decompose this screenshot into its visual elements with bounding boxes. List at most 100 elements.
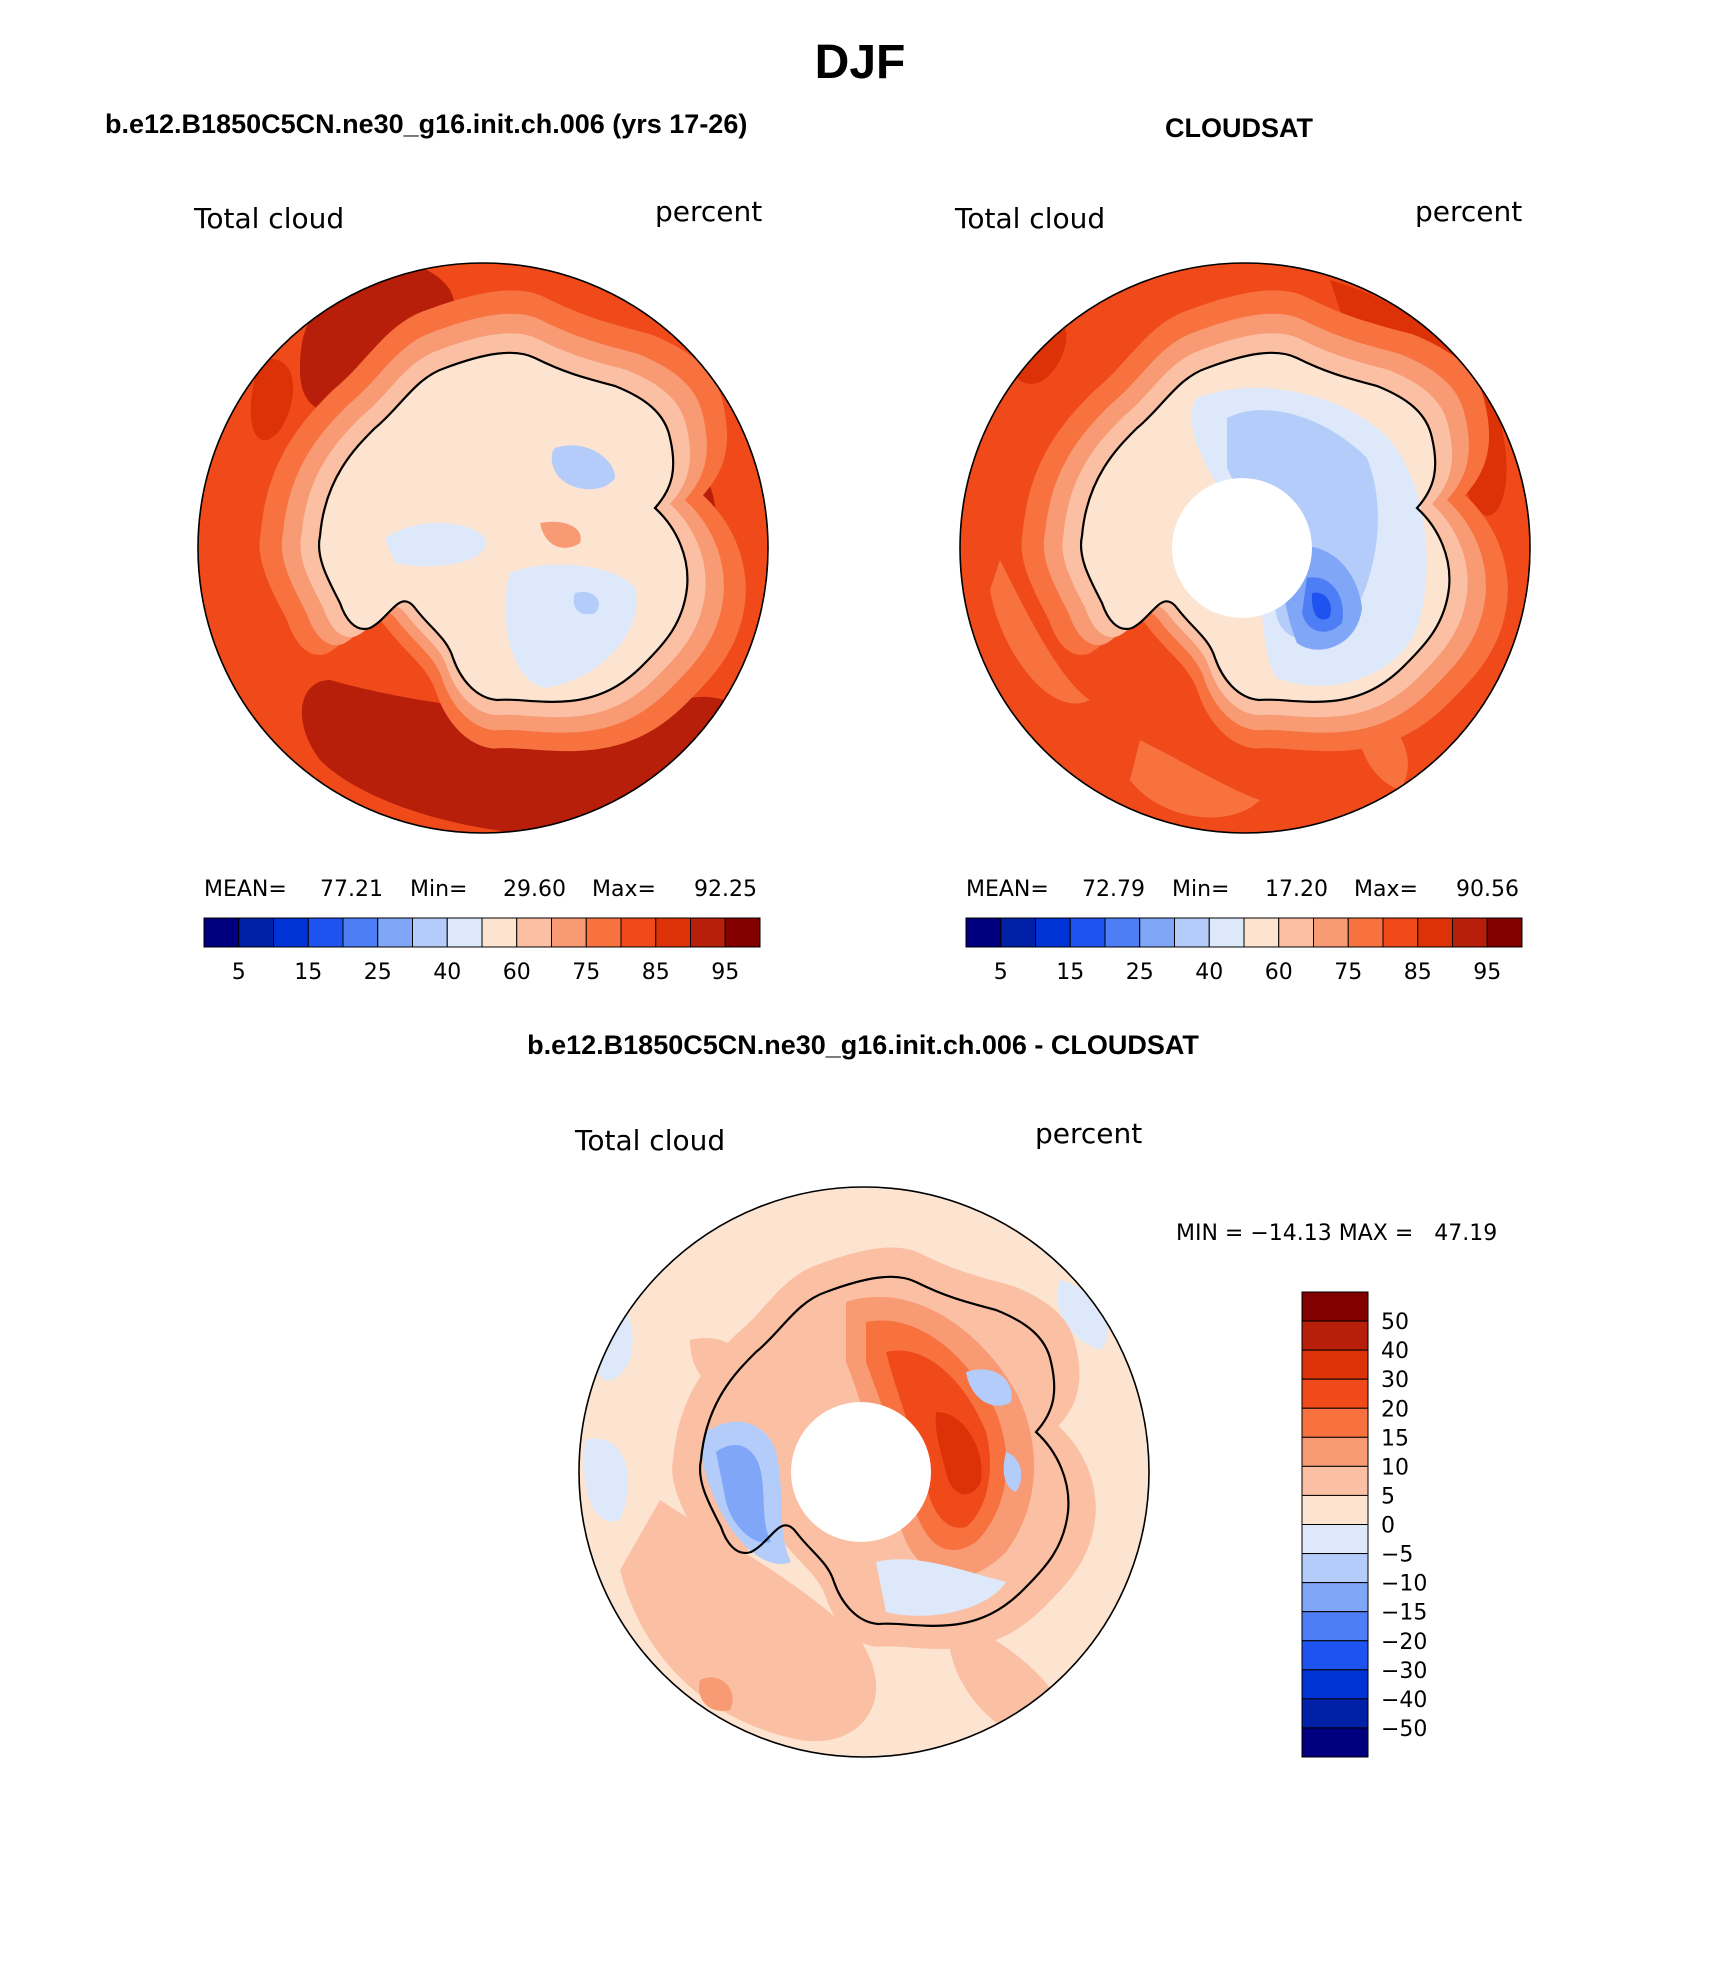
colorbar-tick-label: −10 (1381, 1572, 1427, 1597)
colorbar-tick-label: −30 (1381, 1659, 1427, 1684)
colorbar-swatch (1301, 1320, 1369, 1351)
colorbar-swatch (1000, 917, 1036, 948)
colorbar-swatch (377, 917, 413, 948)
colorbar-swatch (273, 917, 309, 948)
colorbar-tick-label: 85 (642, 960, 670, 985)
colorbar-swatch (1035, 917, 1071, 948)
colorbar-swatch (1347, 917, 1384, 948)
colorbar-swatch (516, 917, 552, 948)
colorbar-tick-label: 75 (572, 960, 600, 985)
colorbar-swatch (1301, 1582, 1369, 1613)
colorbar-swatch (1417, 917, 1453, 948)
colorbar-swatch (1301, 1640, 1369, 1671)
stats-max-value: 92.25 (694, 877, 757, 902)
colorbar-tick-label: 20 (1381, 1397, 1409, 1422)
colorbar-tick-label: 30 (1381, 1368, 1409, 1393)
colorbar-swatch (1104, 917, 1141, 948)
colorbar-swatch (1301, 1494, 1369, 1525)
colorbar-swatch (585, 917, 622, 948)
panel-diff-range-text: MIN = −14.13 MAX = 47.19 (1176, 1221, 1497, 1246)
colorbar-swatch (655, 917, 691, 948)
colorbar-swatch (620, 917, 657, 948)
panel-model: b.e12.B1850C5CN.ne30_g16.init.ch.006 (yr… (105, 109, 769, 985)
colorbar-swatch (551, 917, 587, 948)
panel-diff-heading: b.e12.B1850C5CN.ne30_g16.init.ch.006 - C… (527, 1030, 1199, 1060)
panel-model-colorbar: 5 15 25 40 60 75 85 95 (203, 917, 761, 985)
panel-diff-map-border (578, 1186, 1150, 1758)
panel-obs-heading: CLOUDSAT (1165, 113, 1313, 143)
panel-model-heading: b.e12.B1850C5CN.ne30_g16.init.ch.006 (yr… (105, 109, 747, 139)
panel-diff-map (579, 1187, 1149, 1757)
colorbar-swatch (1243, 917, 1280, 948)
panel-obs-colorbar: 5 15 25 40 60 75 85 95 (965, 917, 1523, 985)
colorbar-tick-label: 15 (1381, 1426, 1409, 1451)
colorbar-swatch (1301, 1727, 1369, 1758)
colorbar-tick-label: −20 (1381, 1630, 1427, 1655)
colorbar-tick-label: 50 (1381, 1310, 1409, 1335)
panel-obs-variable-label: Total cloud (954, 202, 1105, 235)
stats-mean-value: 72.79 (1082, 877, 1145, 902)
colorbar-swatch (1301, 1378, 1369, 1409)
colorbar-tick-label: 0 (1381, 1514, 1395, 1539)
colorbar-tick-label: −40 (1381, 1688, 1427, 1713)
colorbar-tick-label: −15 (1381, 1601, 1427, 1626)
panel-obs-stats: MEAN= 72.79 Min= 17.20 Max= 90.56 (966, 877, 1519, 902)
colorbar-tick-label: 95 (1473, 960, 1501, 985)
panel-model-stats: MEAN= 77.21 Min= 29.60 Max= 92.25 (204, 877, 757, 902)
stats-min-label: Min= (1172, 877, 1229, 902)
colorbar-swatch (1069, 917, 1106, 948)
colorbar-tick-label: 75 (1334, 960, 1362, 985)
colorbar-tick-label: 15 (294, 960, 322, 985)
stats-min-label: Min= (410, 877, 467, 902)
panel-model-variable-label: Total cloud (193, 202, 344, 235)
colorbar-swatch (965, 917, 1002, 948)
polar-gap (1172, 478, 1312, 618)
colorbar-swatch (342, 917, 379, 948)
stats-min-value: 17.20 (1265, 877, 1328, 902)
colorbar-swatch (1301, 1407, 1369, 1438)
colorbar-tick-label: 15 (1056, 960, 1084, 985)
colorbar-tick-label: 85 (1404, 960, 1432, 985)
panel-diff-variable-label: Total cloud (574, 1124, 725, 1157)
colorbar-swatch (1174, 917, 1210, 948)
colorbar-tick-label: 5 (232, 960, 246, 985)
colorbar-swatch (724, 917, 761, 948)
colorbar-swatch (1486, 917, 1523, 948)
stats-mean-value: 77.21 (320, 877, 383, 902)
colorbar-swatch (1382, 917, 1419, 948)
colorbar-swatch (1139, 917, 1175, 948)
panel-obs-map (960, 263, 1530, 833)
colorbar-swatch (412, 917, 448, 948)
colorbar-tick-label: 25 (364, 960, 392, 985)
colorbar-tick-label: −5 (1381, 1543, 1413, 1568)
panel-diff: b.e12.B1850C5CN.ne30_g16.init.ch.006 - C… (527, 1030, 1497, 1758)
panel-model-map-border (197, 262, 769, 834)
colorbar-swatch (481, 917, 518, 948)
panel-obs-units-label: percent (1415, 195, 1522, 228)
colorbar-tick-label: 5 (994, 960, 1008, 985)
panel-model-map (198, 263, 768, 833)
colorbar-swatch (1301, 1698, 1369, 1729)
colorbar-swatch (238, 917, 274, 948)
stats-max-label: Max= (1354, 877, 1418, 902)
colorbar-tick-label: −50 (1381, 1717, 1427, 1742)
colorbar-swatch (1301, 1669, 1369, 1700)
colorbar-swatch (1301, 1524, 1369, 1555)
stats-min-value: 29.60 (503, 877, 566, 902)
colorbar-tick-label: 60 (503, 960, 531, 985)
colorbar-swatch (1301, 1611, 1369, 1642)
colorbar-swatch (1301, 1436, 1369, 1467)
colorbar-swatch (690, 917, 726, 948)
colorbar-swatch (1301, 1291, 1369, 1322)
colorbar-tick-label: 25 (1126, 960, 1154, 985)
colorbar-tick-label: 40 (1195, 960, 1223, 985)
polar-gap (791, 1402, 931, 1542)
panel-diff-units-label: percent (1035, 1117, 1142, 1150)
colorbar-tick-label: 60 (1265, 960, 1293, 985)
colorbar-swatch (1301, 1553, 1369, 1584)
colorbar-swatch (307, 917, 344, 948)
colorbar-tick-label: 40 (1381, 1339, 1409, 1364)
stats-mean-label: MEAN= (204, 877, 287, 902)
